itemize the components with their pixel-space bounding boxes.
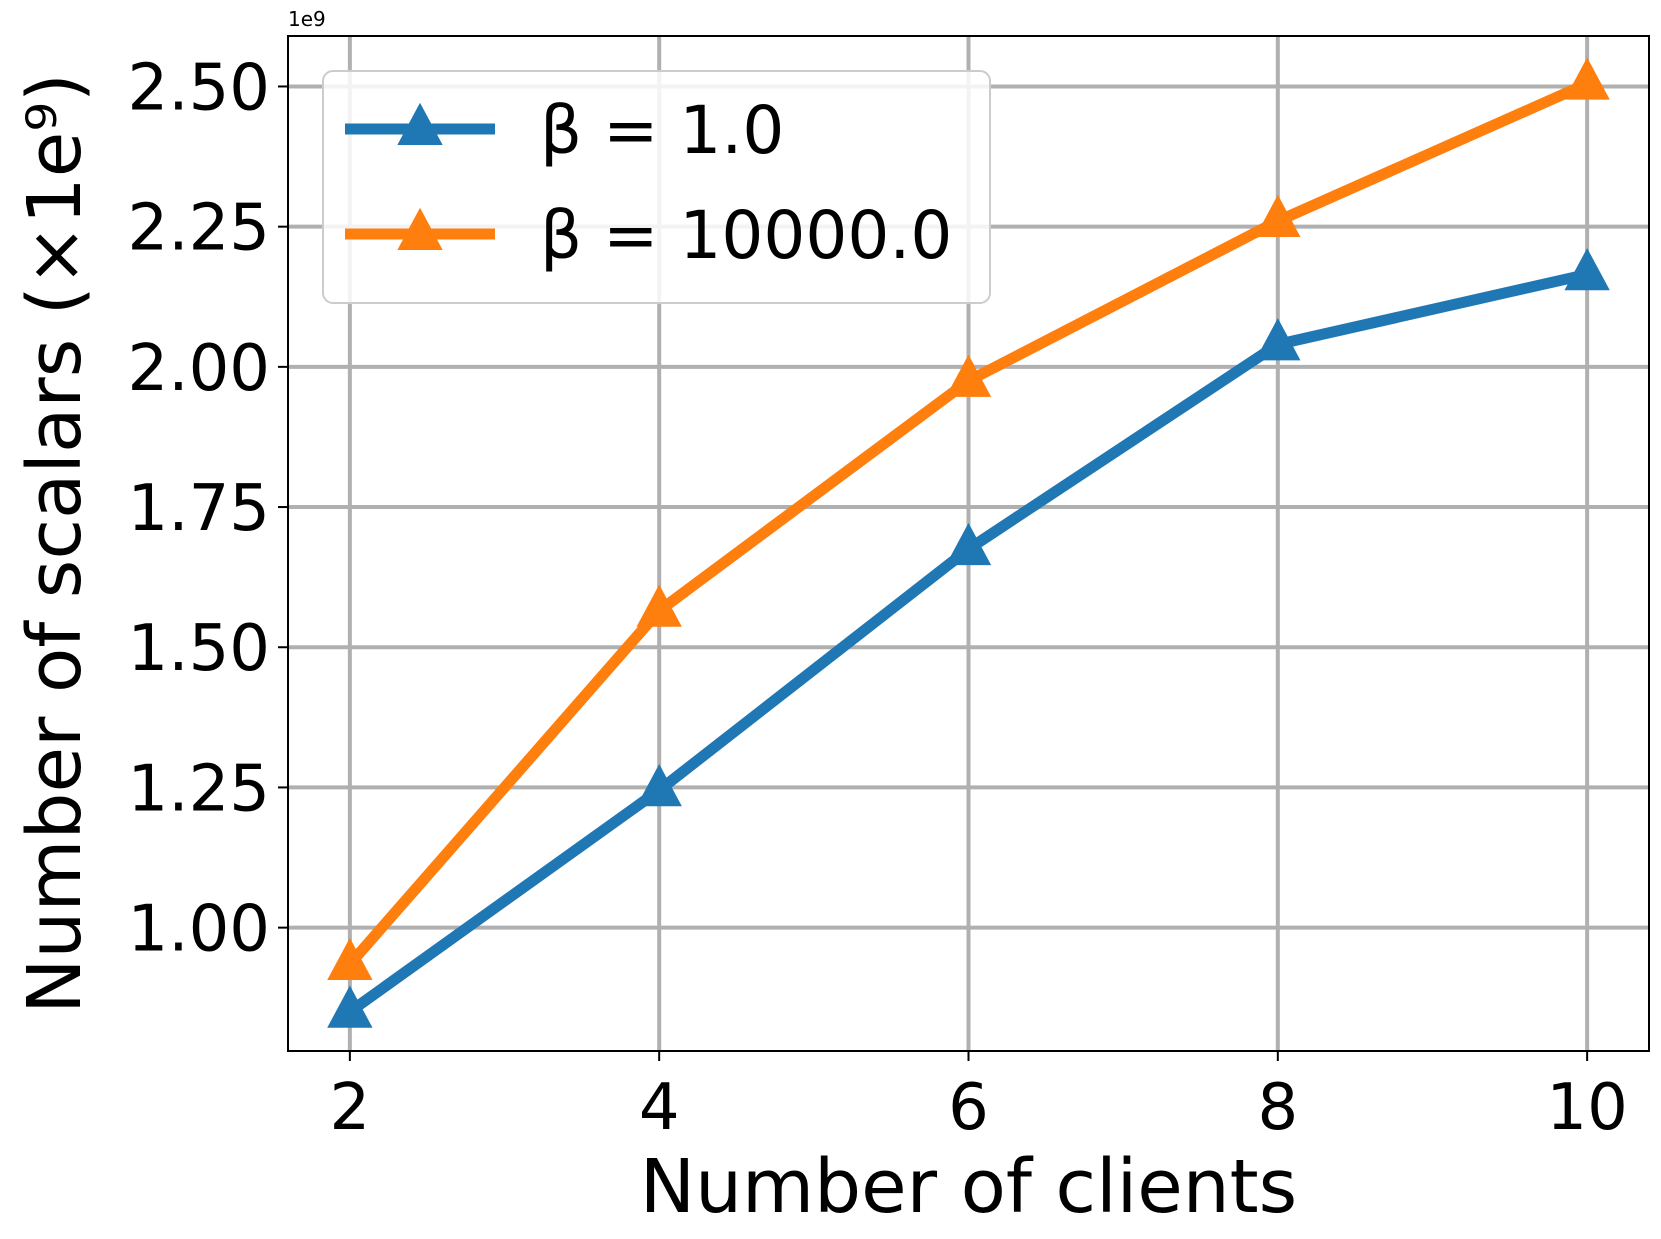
x-tick-label: 10 (1546, 1071, 1627, 1145)
data-point-marker (327, 985, 373, 1028)
y-tick-label: 1.25 (128, 752, 271, 826)
data-point-marker (945, 522, 992, 566)
legend: β = 1.0 β = 10000.0 (322, 70, 991, 304)
data-point-marker (1255, 318, 1301, 361)
data-point-marker (636, 584, 682, 627)
legend-item: β = 1.0 (345, 92, 784, 169)
data-point-marker (1255, 194, 1301, 238)
x-tick-label: 4 (639, 1071, 680, 1145)
y-axis-offset-text: 1e9 (288, 7, 326, 31)
axis-ticks: 2 4 6 8 10 1.00 1.25 1.50 1.75 2.00 2.25 2.50 (128, 51, 1628, 1145)
y-tick-label: 2.25 (128, 192, 271, 266)
x-tick-label: 2 (330, 1071, 371, 1145)
y-tick-label: 2.00 (128, 332, 271, 406)
data-series (327, 57, 1610, 1028)
y-tick-label: 2.50 (128, 51, 271, 125)
legend-entries: β = 1.0 β = 10000.0 (345, 92, 952, 274)
y-axis-label: Number of scalars (×1e⁹) (12, 73, 98, 1014)
series-1 (327, 248, 1610, 1028)
legend-label: β = 10000.0 (540, 197, 952, 274)
data-point-marker (1564, 248, 1610, 291)
y-tick-label: 1.00 (128, 893, 271, 967)
legend-marker-swatch (397, 207, 443, 250)
data-point-marker (945, 354, 992, 397)
legend-marker-swatch (397, 102, 443, 145)
data-point-marker (1564, 57, 1610, 100)
data-point-marker (636, 763, 682, 807)
legend-item: β = 10000.0 (345, 197, 952, 274)
data-point-marker (327, 937, 373, 981)
y-tick-label: 1.75 (128, 472, 271, 546)
x-tick-label: 6 (948, 1071, 989, 1145)
legend-label: β = 1.0 (540, 92, 784, 169)
y-tick-label: 1.50 (128, 612, 271, 686)
x-axis-label: Number of clients (640, 1144, 1297, 1230)
series-2 (327, 57, 1610, 981)
x-tick-label: 8 (1257, 1071, 1298, 1145)
